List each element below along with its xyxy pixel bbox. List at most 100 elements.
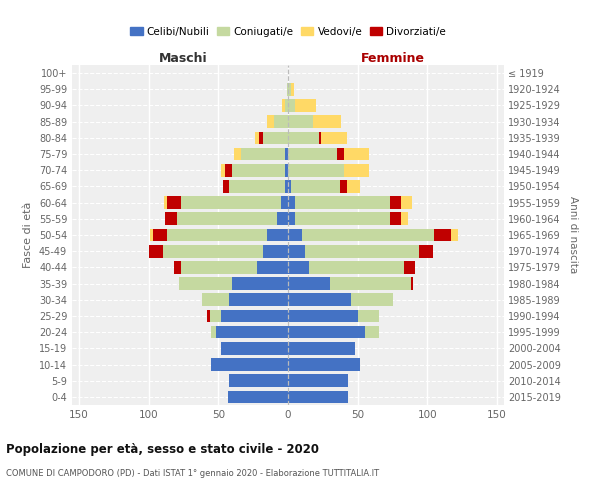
Bar [288, 278, 330, 290]
Text: Maschi: Maschi [159, 52, 208, 65]
Bar [233, 148, 241, 160]
Bar [267, 228, 288, 241]
Bar [181, 261, 257, 274]
Bar [164, 196, 167, 209]
Bar [181, 196, 281, 209]
Legend: Celibi/Nubili, Coniugati/e, Vedovi/e, Divorziati/e: Celibi/Nubili, Coniugati/e, Vedovi/e, Di… [126, 22, 450, 41]
Bar [419, 245, 433, 258]
Bar [451, 228, 458, 241]
Bar [225, 164, 232, 176]
Bar [166, 212, 176, 225]
Bar [295, 99, 316, 112]
Bar [207, 310, 210, 322]
Bar [229, 374, 288, 387]
Bar [263, 132, 288, 144]
Bar [288, 132, 319, 144]
Bar [257, 261, 288, 274]
Bar [288, 116, 313, 128]
Bar [288, 180, 291, 192]
Bar [259, 132, 263, 144]
Bar [267, 116, 274, 128]
Bar [232, 278, 288, 290]
Bar [215, 326, 288, 338]
Bar [288, 390, 348, 403]
Bar [288, 310, 358, 322]
Bar [263, 245, 288, 258]
Bar [179, 278, 232, 290]
Bar [344, 148, 369, 160]
Bar [288, 294, 351, 306]
Bar [295, 212, 390, 225]
Bar [309, 261, 404, 274]
Bar [211, 326, 215, 338]
Bar [288, 245, 305, 258]
Bar [174, 261, 181, 274]
Bar [330, 278, 410, 290]
Bar [285, 164, 288, 176]
Bar [305, 245, 419, 258]
Bar [211, 358, 288, 371]
Bar [288, 358, 361, 371]
Bar [295, 196, 390, 209]
Bar [358, 310, 379, 322]
Bar [410, 278, 413, 290]
Bar [221, 164, 225, 176]
Bar [288, 261, 309, 274]
Bar [288, 148, 337, 160]
Bar [288, 326, 365, 338]
Bar [288, 212, 295, 225]
Bar [288, 99, 295, 112]
Y-axis label: Fasce di età: Fasce di età [23, 202, 33, 268]
Bar [404, 261, 415, 274]
Bar [277, 212, 288, 225]
Text: Femmine: Femmine [361, 52, 425, 65]
Bar [288, 196, 295, 209]
Bar [337, 148, 344, 160]
Bar [288, 164, 344, 176]
Bar [340, 180, 347, 192]
Text: Popolazione per età, sesso e stato civile - 2020: Popolazione per età, sesso e stato civil… [6, 442, 319, 456]
Bar [319, 132, 322, 144]
Bar [351, 294, 392, 306]
Bar [344, 164, 369, 176]
Bar [176, 212, 277, 225]
Bar [288, 228, 302, 241]
Bar [288, 342, 355, 354]
Text: COMUNE DI CAMPODORO (PD) - Dati ISTAT 1° gennaio 2020 - Elaborazione TUTTITALIA.: COMUNE DI CAMPODORO (PD) - Dati ISTAT 1°… [6, 469, 379, 478]
Bar [150, 228, 153, 241]
Bar [163, 245, 263, 258]
Bar [202, 294, 229, 306]
Bar [291, 83, 293, 96]
Bar [390, 212, 401, 225]
Bar [254, 132, 259, 144]
Bar [401, 212, 408, 225]
Bar [221, 310, 288, 322]
Bar [287, 83, 288, 96]
Bar [285, 99, 288, 112]
Bar [229, 180, 285, 192]
Bar [288, 83, 291, 96]
Bar [274, 116, 288, 128]
Bar [291, 180, 340, 192]
Bar [347, 180, 361, 192]
Bar [210, 310, 221, 322]
Bar [285, 148, 288, 160]
Bar [401, 196, 412, 209]
Bar [241, 148, 285, 160]
Bar [302, 228, 434, 241]
Y-axis label: Anni di nascita: Anni di nascita [568, 196, 578, 274]
Bar [390, 196, 401, 209]
Bar [288, 374, 348, 387]
Bar [228, 390, 288, 403]
Bar [434, 228, 451, 241]
Bar [167, 196, 181, 209]
Bar [167, 228, 267, 241]
Bar [232, 164, 285, 176]
Bar [149, 245, 163, 258]
Bar [221, 342, 288, 354]
Bar [153, 228, 167, 241]
Bar [322, 132, 347, 144]
Bar [365, 326, 379, 338]
Bar [281, 196, 288, 209]
Bar [285, 180, 288, 192]
